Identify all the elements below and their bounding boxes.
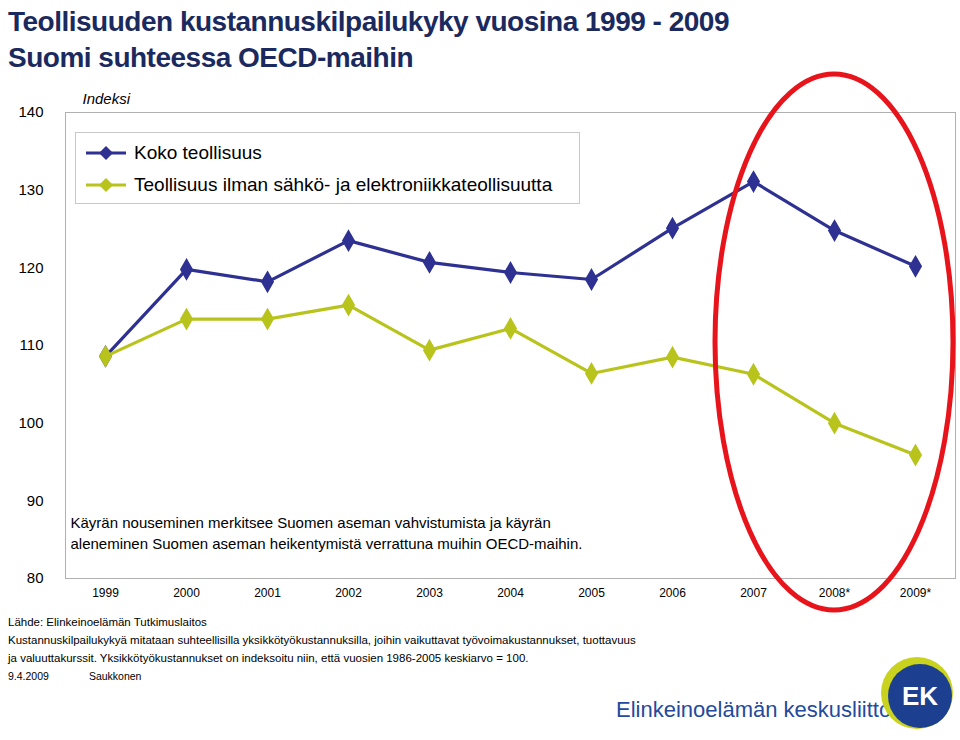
svg-text:Käyrän nouseminen merkitsee Su: Käyrän nouseminen merkitsee Suomen asema… (71, 514, 583, 552)
html-text:ja valuuttakurssit. Yksikkötyö: ja valuuttakurssit. Yksikkötyökustannuks… (8, 652, 529, 664)
svg-text:2000: 2000 (173, 586, 200, 600)
svg-text:130: 130 (18, 181, 43, 198)
svg-text:2009*: 2009* (900, 586, 932, 600)
svg-text:2006: 2006 (659, 586, 686, 600)
html-text:Koko teollisuus: Koko teollisuus (134, 142, 262, 163)
svg-text:2005: 2005 (578, 586, 605, 600)
html-text:Teollisuuden kustannuskilpailu: Teollisuuden kustannuskilpailukyky vuosi… (8, 6, 729, 37)
html-text:Elinkeinoelämän keskusliitto: Elinkeinoelämän keskusliitto (616, 697, 892, 722)
svg-text:2007: 2007 (740, 586, 767, 600)
svg-text:2003: 2003 (416, 586, 443, 600)
svg-text:2001: 2001 (254, 586, 281, 600)
svg-text:2008*: 2008* (819, 586, 851, 600)
html-text:Lähde: Elinkeinoelämän Tutkimu: Lähde: Elinkeinoelämän Tutkimuslaitos (8, 616, 207, 628)
svg-text:2002: 2002 (335, 586, 362, 600)
svg-text:Indeksi: Indeksi (83, 90, 131, 107)
svg-text:EK: EK (902, 681, 938, 711)
html-text:Teollisuus ilman sähkö- ja ele: Teollisuus ilman sähkö- ja elektroniikka… (134, 174, 553, 195)
html-text:Kustannuskilpailukykyä mitataa: Kustannuskilpailukykyä mitataan suhteell… (8, 634, 636, 646)
svg-text:100: 100 (18, 414, 43, 431)
svg-text:110: 110 (20, 336, 44, 353)
svg-text:1999: 1999 (92, 586, 119, 600)
html-text:9.4.2009: 9.4.2009 (8, 670, 49, 682)
html-text:Saukkonen: Saukkonen (88, 670, 142, 682)
svg-text:2004: 2004 (497, 586, 524, 600)
svg-text:140: 140 (18, 103, 43, 120)
svg-text:80: 80 (27, 569, 44, 586)
svg-text:90: 90 (27, 492, 44, 509)
svg-text:120: 120 (18, 259, 43, 276)
html-text:Suomi suhteessa OECD-maihin: Suomi suhteessa OECD-maihin (8, 42, 413, 73)
